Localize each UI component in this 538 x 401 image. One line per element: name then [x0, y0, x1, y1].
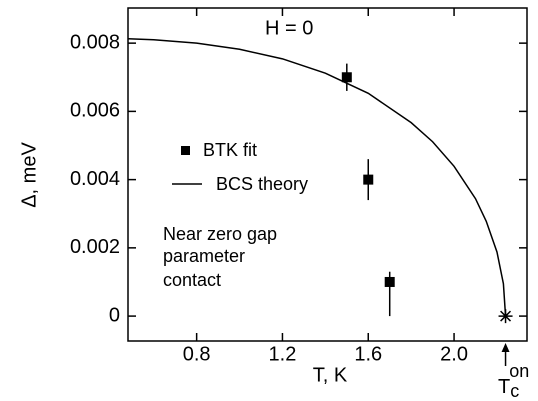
btk-point: [341, 72, 352, 83]
y-tick-label: 0.006: [70, 100, 120, 122]
y-tick-label: 0.004: [70, 168, 120, 190]
y-tick-label: 0: [109, 304, 120, 326]
y-axis-label: Δ, meV: [18, 142, 40, 208]
btk-point: [363, 174, 374, 185]
legend-label: BCS theory: [216, 174, 308, 194]
tc-sub: c: [510, 381, 519, 401]
tc-base: T: [498, 376, 510, 398]
note-line: contact: [163, 270, 221, 290]
tc-label: Tcon: [498, 361, 529, 401]
note-line: parameter: [163, 246, 245, 266]
btk-point: [384, 276, 395, 287]
plot-frame: [127, 7, 528, 342]
y-tick-label: 0.008: [70, 31, 120, 53]
annotation: H = 0: [265, 17, 313, 39]
note-line: Near zero gap: [163, 224, 277, 244]
tc-point: [498, 309, 513, 324]
bcs-curve: [127, 37, 507, 317]
legend-label: BTK fit: [203, 140, 257, 160]
x-axis-label: T, K: [313, 364, 348, 386]
x-tick-label: 2.0: [440, 343, 468, 365]
x-tick-label: 1.6: [354, 343, 382, 365]
y-tick-label: 0.002: [70, 236, 120, 258]
tc-sup: on: [509, 361, 529, 381]
x-tick-label: 0.8: [183, 343, 211, 365]
tc-arrowhead: [501, 343, 510, 352]
x-tick-label: 1.2: [269, 343, 297, 365]
legend-marker: [181, 146, 190, 155]
